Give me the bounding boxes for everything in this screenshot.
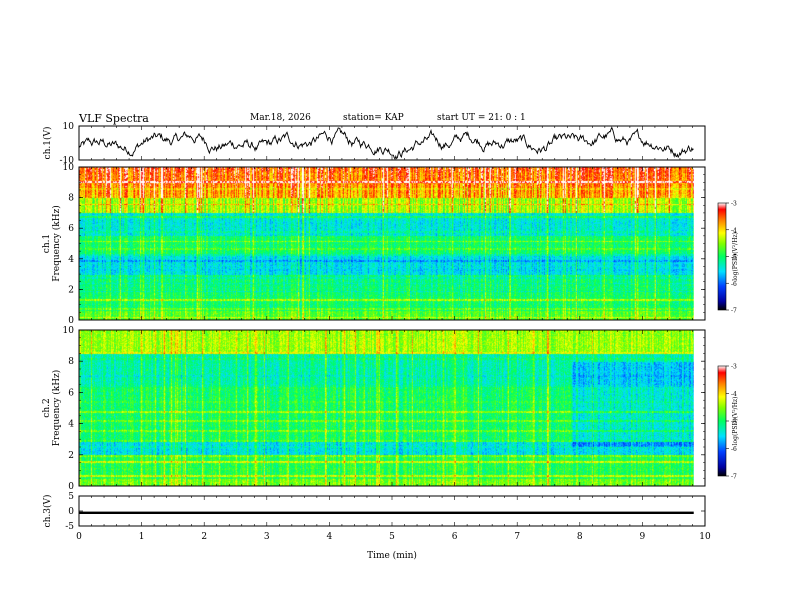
xtick-label: 6 [452,532,458,542]
ch3-waveform-frame [78,495,706,527]
ch1-waveform-ylabel: ch.1(V) [42,127,53,160]
ch2-spectrogram-ytick-label: 4 [68,420,74,430]
xtick-label: 10 [699,532,711,542]
ch2-spectrogram-ylabel-channel: ch.2 [42,398,52,417]
xtick-label: 0 [76,532,82,542]
ch3-waveform-ytick-label: -5 [65,522,74,532]
ch2-spectrogram-colorbar-label: log(PSD)(V²/Hz) [732,397,739,446]
ch3-waveform-ylabel: ch.3(V) [42,495,53,528]
ch3-waveform-band [79,511,694,514]
xaxis-label: Time (min) [367,550,417,561]
ch2-spectrogram-ytick-label: 6 [68,388,74,398]
ch1-waveform-ytick-label: -10 [60,156,75,166]
figure-start-time: start UT = 21: 0 : 1 [437,113,526,123]
xtick-label: 7 [514,532,520,542]
ch2-spectrogram-ytick-label: 0 [68,482,74,492]
ch1-spectrogram-ytick-label: 2 [68,285,74,295]
ch1-spectrogram-ytick-label: 8 [68,194,74,204]
ch3-waveform-ytick-label: 0 [68,507,74,517]
figure-station: station= KAP [343,113,404,123]
xtick-label: 2 [201,532,207,542]
ch2-spectrogram-colorbar-tick-label: -5 [731,419,737,426]
ch1-spectrogram-colorbar-tick-label: -6 [731,281,737,288]
ch1-spectrogram-ytick-label: 10 [63,163,75,173]
ch1-spectrogram-ytick-label: 0 [68,316,74,326]
xtick-label: 3 [264,532,270,542]
xtick-label: 8 [577,532,583,542]
ch2-spectrogram-colorbar-tick-label: -7 [731,474,737,481]
ch1-spectrogram-image [79,167,694,320]
figure-title: VLF Spectra [79,112,149,125]
xtick-label: 9 [640,532,646,542]
ch1-spectrogram-colorbar [717,202,727,311]
figure-date: Mar.18, 2026 [250,113,311,123]
ch2-spectrogram-ytick-label: 2 [68,451,74,461]
ch2-spectrogram-colorbar [717,365,727,477]
ch1-spectrogram-colorbar-tick-label: -3 [731,201,737,208]
ch1-waveform-line [78,126,694,161]
ch1-spectrogram-ylabel-channel: ch.1 [42,234,52,253]
ch2-spectrogram-colorbar-tick-label: -6 [731,446,737,453]
ch1-spectrogram-ytick-label: 4 [68,255,74,265]
ch1-waveform-ytick-label: 10 [63,122,75,132]
xtick-label: 4 [327,532,333,542]
ch2-spectrogram-image [79,330,694,486]
ch1-spectrogram-colorbar-tick-label: -5 [731,254,737,261]
ch1-spectrogram-ytick-label: 6 [68,224,74,234]
ch1-spectrogram-ylabel-frequency: Frequency (kHz) [51,205,62,282]
ch3-waveform-ytick-label: 5 [68,492,74,502]
xtick-label: 5 [389,532,395,542]
ch2-spectrogram-colorbar-tick-label: -3 [731,364,737,371]
ch1-spectrogram-colorbar-label: log(PSD)(V²/Hz) [732,232,739,281]
ch2-spectrogram-ylabel-frequency: Frequency (kHz) [51,370,62,447]
ch2-spectrogram-ytick-label: 8 [68,357,74,367]
ch2-spectrogram-ytick-label: 10 [63,326,75,336]
ch1-spectrogram-colorbar-tick-label: -4 [731,227,737,234]
ch2-spectrogram-colorbar-tick-label: -4 [731,391,737,398]
ch1-spectrogram-colorbar-tick-label: -7 [731,308,737,315]
xtick-label: 1 [139,532,145,542]
